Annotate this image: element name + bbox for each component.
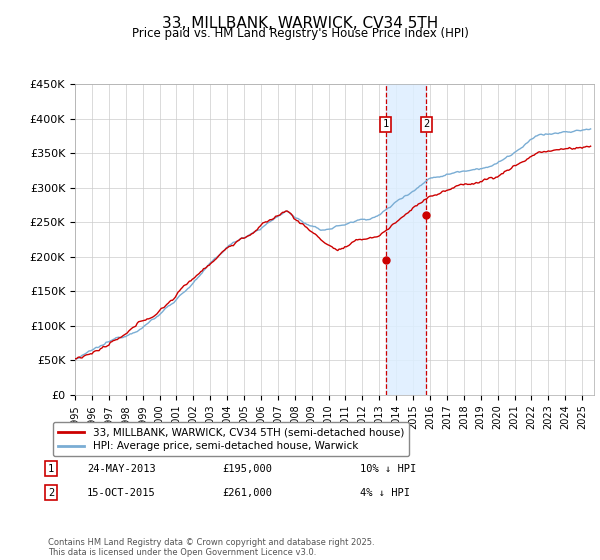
Bar xyxy=(386,84,427,395)
Text: 15-OCT-2015: 15-OCT-2015 xyxy=(87,488,156,498)
Text: 4% ↓ HPI: 4% ↓ HPI xyxy=(360,488,410,498)
Text: 33, MILLBANK, WARWICK, CV34 5TH: 33, MILLBANK, WARWICK, CV34 5TH xyxy=(162,16,438,31)
Text: £261,000: £261,000 xyxy=(222,488,272,498)
Text: Contains HM Land Registry data © Crown copyright and database right 2025.
This d: Contains HM Land Registry data © Crown c… xyxy=(48,538,374,557)
Text: 1: 1 xyxy=(48,464,54,474)
Text: 1: 1 xyxy=(383,119,389,129)
Text: Price paid vs. HM Land Registry's House Price Index (HPI): Price paid vs. HM Land Registry's House … xyxy=(131,27,469,40)
Text: 10% ↓ HPI: 10% ↓ HPI xyxy=(360,464,416,474)
Text: 2: 2 xyxy=(48,488,54,498)
Text: £195,000: £195,000 xyxy=(222,464,272,474)
Text: 24-MAY-2013: 24-MAY-2013 xyxy=(87,464,156,474)
Legend: 33, MILLBANK, WARWICK, CV34 5TH (semi-detached house), HPI: Average price, semi-: 33, MILLBANK, WARWICK, CV34 5TH (semi-de… xyxy=(53,422,409,456)
Text: 2: 2 xyxy=(424,119,430,129)
